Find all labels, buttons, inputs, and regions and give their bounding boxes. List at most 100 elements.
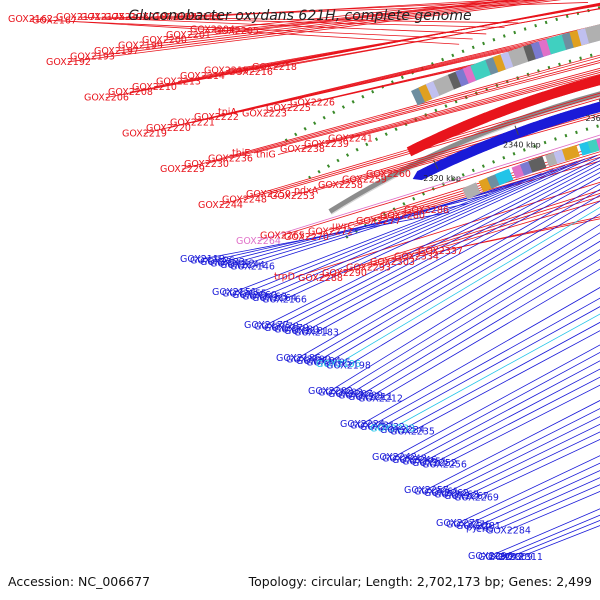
gene-label: GOX2204 <box>190 24 235 35</box>
gene-label: GOX2221 <box>170 118 215 129</box>
gene-label: GOX2192 <box>46 57 91 68</box>
gene-label: GOX2203 <box>318 388 363 399</box>
gene-leader-line <box>233 173 542 293</box>
gene-label: GOX2263 <box>434 490 479 501</box>
gene-leader-line <box>401 321 600 431</box>
gene-label: GOX2280 <box>380 210 425 221</box>
gene-leader-line <box>403 351 600 459</box>
gene-leader-line <box>251 178 526 267</box>
gene-leader-line <box>305 145 600 238</box>
gene-label: GOX2284 <box>486 526 531 537</box>
gene-leader-line <box>167 25 600 129</box>
gene-label: GOX2337 <box>418 246 463 257</box>
gene-label: GOX2196 <box>316 359 361 370</box>
gene-label: GOX2126 <box>190 256 235 267</box>
gene-label: GOX2190 <box>286 355 331 366</box>
inner-cog-block <box>596 137 600 151</box>
gene-label: GOX2223 <box>242 108 287 119</box>
gene-label: GOX2180 <box>274 325 319 336</box>
inner-cog-block <box>528 156 547 173</box>
gene-label: GOX2243 <box>382 454 427 465</box>
gene-leader-line <box>327 200 600 363</box>
gene-label: GOX2219 <box>122 128 167 139</box>
gene-label: GOX2163 <box>242 292 287 303</box>
gene-label: GOX2258 <box>318 180 363 191</box>
gene-label: GOX2265 <box>260 230 305 241</box>
gene-leader-line <box>411 330 600 432</box>
gene-leader-line <box>359 249 600 396</box>
gene-leader-line <box>139 0 532 46</box>
gene-label: uvrC <box>332 221 355 232</box>
gene-label: GOX2303 <box>370 257 415 268</box>
gene-leader-line <box>317 194 600 362</box>
gene-leader-line <box>181 54 600 170</box>
gene-label: GOX2193 <box>70 51 115 62</box>
tick-mark <box>433 159 439 170</box>
gene-label: GOX2261 <box>414 487 459 498</box>
gene-leader-line <box>91 0 551 57</box>
gene-label: GOX2309 <box>488 552 533 563</box>
gene-label: GOX2224 <box>340 419 385 430</box>
outer-cog-block <box>433 74 455 96</box>
gene-label: GOX2211 <box>348 392 393 403</box>
gene-leader-line <box>467 462 600 525</box>
gene-leader-line <box>391 313 600 429</box>
gene-leader-line <box>229 60 600 159</box>
gene-label: tpiA <box>218 107 237 118</box>
gene-label: GOX2166 <box>262 295 307 306</box>
gene-label: GOX2260 <box>366 169 411 180</box>
gene-leader-line <box>253 164 566 296</box>
gene-label: GOX2133 <box>200 257 245 268</box>
gene-label: GOX2230 <box>184 159 229 170</box>
gene-label: GOX2183 <box>294 328 339 339</box>
gene-label: GOX2256 <box>422 460 467 471</box>
gene-leader-line <box>295 167 600 330</box>
gene-leader-line <box>281 137 600 236</box>
accession-text: Accession: NC_006677 <box>8 574 151 589</box>
inner-cog-block <box>462 182 481 200</box>
gene-label: GOX2238 <box>280 144 325 155</box>
gene-label: GOX2214 <box>180 71 225 82</box>
gene-label: GOX2218 <box>252 62 297 73</box>
gene-leader-line <box>457 455 600 524</box>
gene-label: GOX2142 <box>210 259 255 270</box>
gene-leader-line <box>265 157 600 326</box>
gene-leader-line <box>349 240 600 395</box>
gene-label: GOX2288 <box>298 273 343 284</box>
gene-label: GOX2167 <box>32 16 77 27</box>
gene-leader-line <box>143 24 600 134</box>
outer-cog-block <box>507 46 529 67</box>
gene-label: GOX2144 <box>220 260 265 271</box>
gene-leader-line <box>163 0 523 41</box>
gene-label: pyrG <box>466 523 489 534</box>
reverse-arrow <box>590 101 600 113</box>
genome-title: Gluconobacter oxydans 621H, complete gen… <box>128 8 472 24</box>
gene-label: GOX2199 <box>118 41 163 52</box>
gene-label: GOX2171 <box>56 12 101 23</box>
gene-label: GOX2311 <box>498 552 543 563</box>
gene-leader-line <box>337 206 600 365</box>
gene-leader-line <box>115 0 542 52</box>
gene-label: GOX2334 <box>394 252 439 263</box>
gene-label: GOX2198 <box>326 361 371 372</box>
gene-label: GOX2231 <box>350 421 395 432</box>
gene-leader-line <box>371 297 600 426</box>
gene-leader-line <box>253 62 600 154</box>
gene-label: GOX2293 <box>346 262 391 273</box>
gene-leader-line <box>433 376 600 464</box>
gene-label: GOX2216 <box>228 67 273 78</box>
gene-label: GOX2226 <box>290 98 335 109</box>
gene-leader-line <box>353 151 600 227</box>
gene-label: GOX2225 <box>266 103 311 114</box>
gene-leader-line <box>257 134 600 242</box>
backbone-highlight <box>331 96 600 215</box>
gene-leader-line <box>509 520 600 558</box>
gene-label: GOX2234 <box>380 425 425 436</box>
gene-leader-line <box>307 188 600 360</box>
gene-label: GOX2286 <box>404 205 449 216</box>
gene-label: GOX2270 <box>284 232 329 243</box>
gene-leader-line <box>425 400 600 491</box>
gene-leader-line <box>283 155 598 300</box>
gene-leader-line <box>297 183 600 359</box>
gene-label: GOX2269 <box>454 493 499 504</box>
